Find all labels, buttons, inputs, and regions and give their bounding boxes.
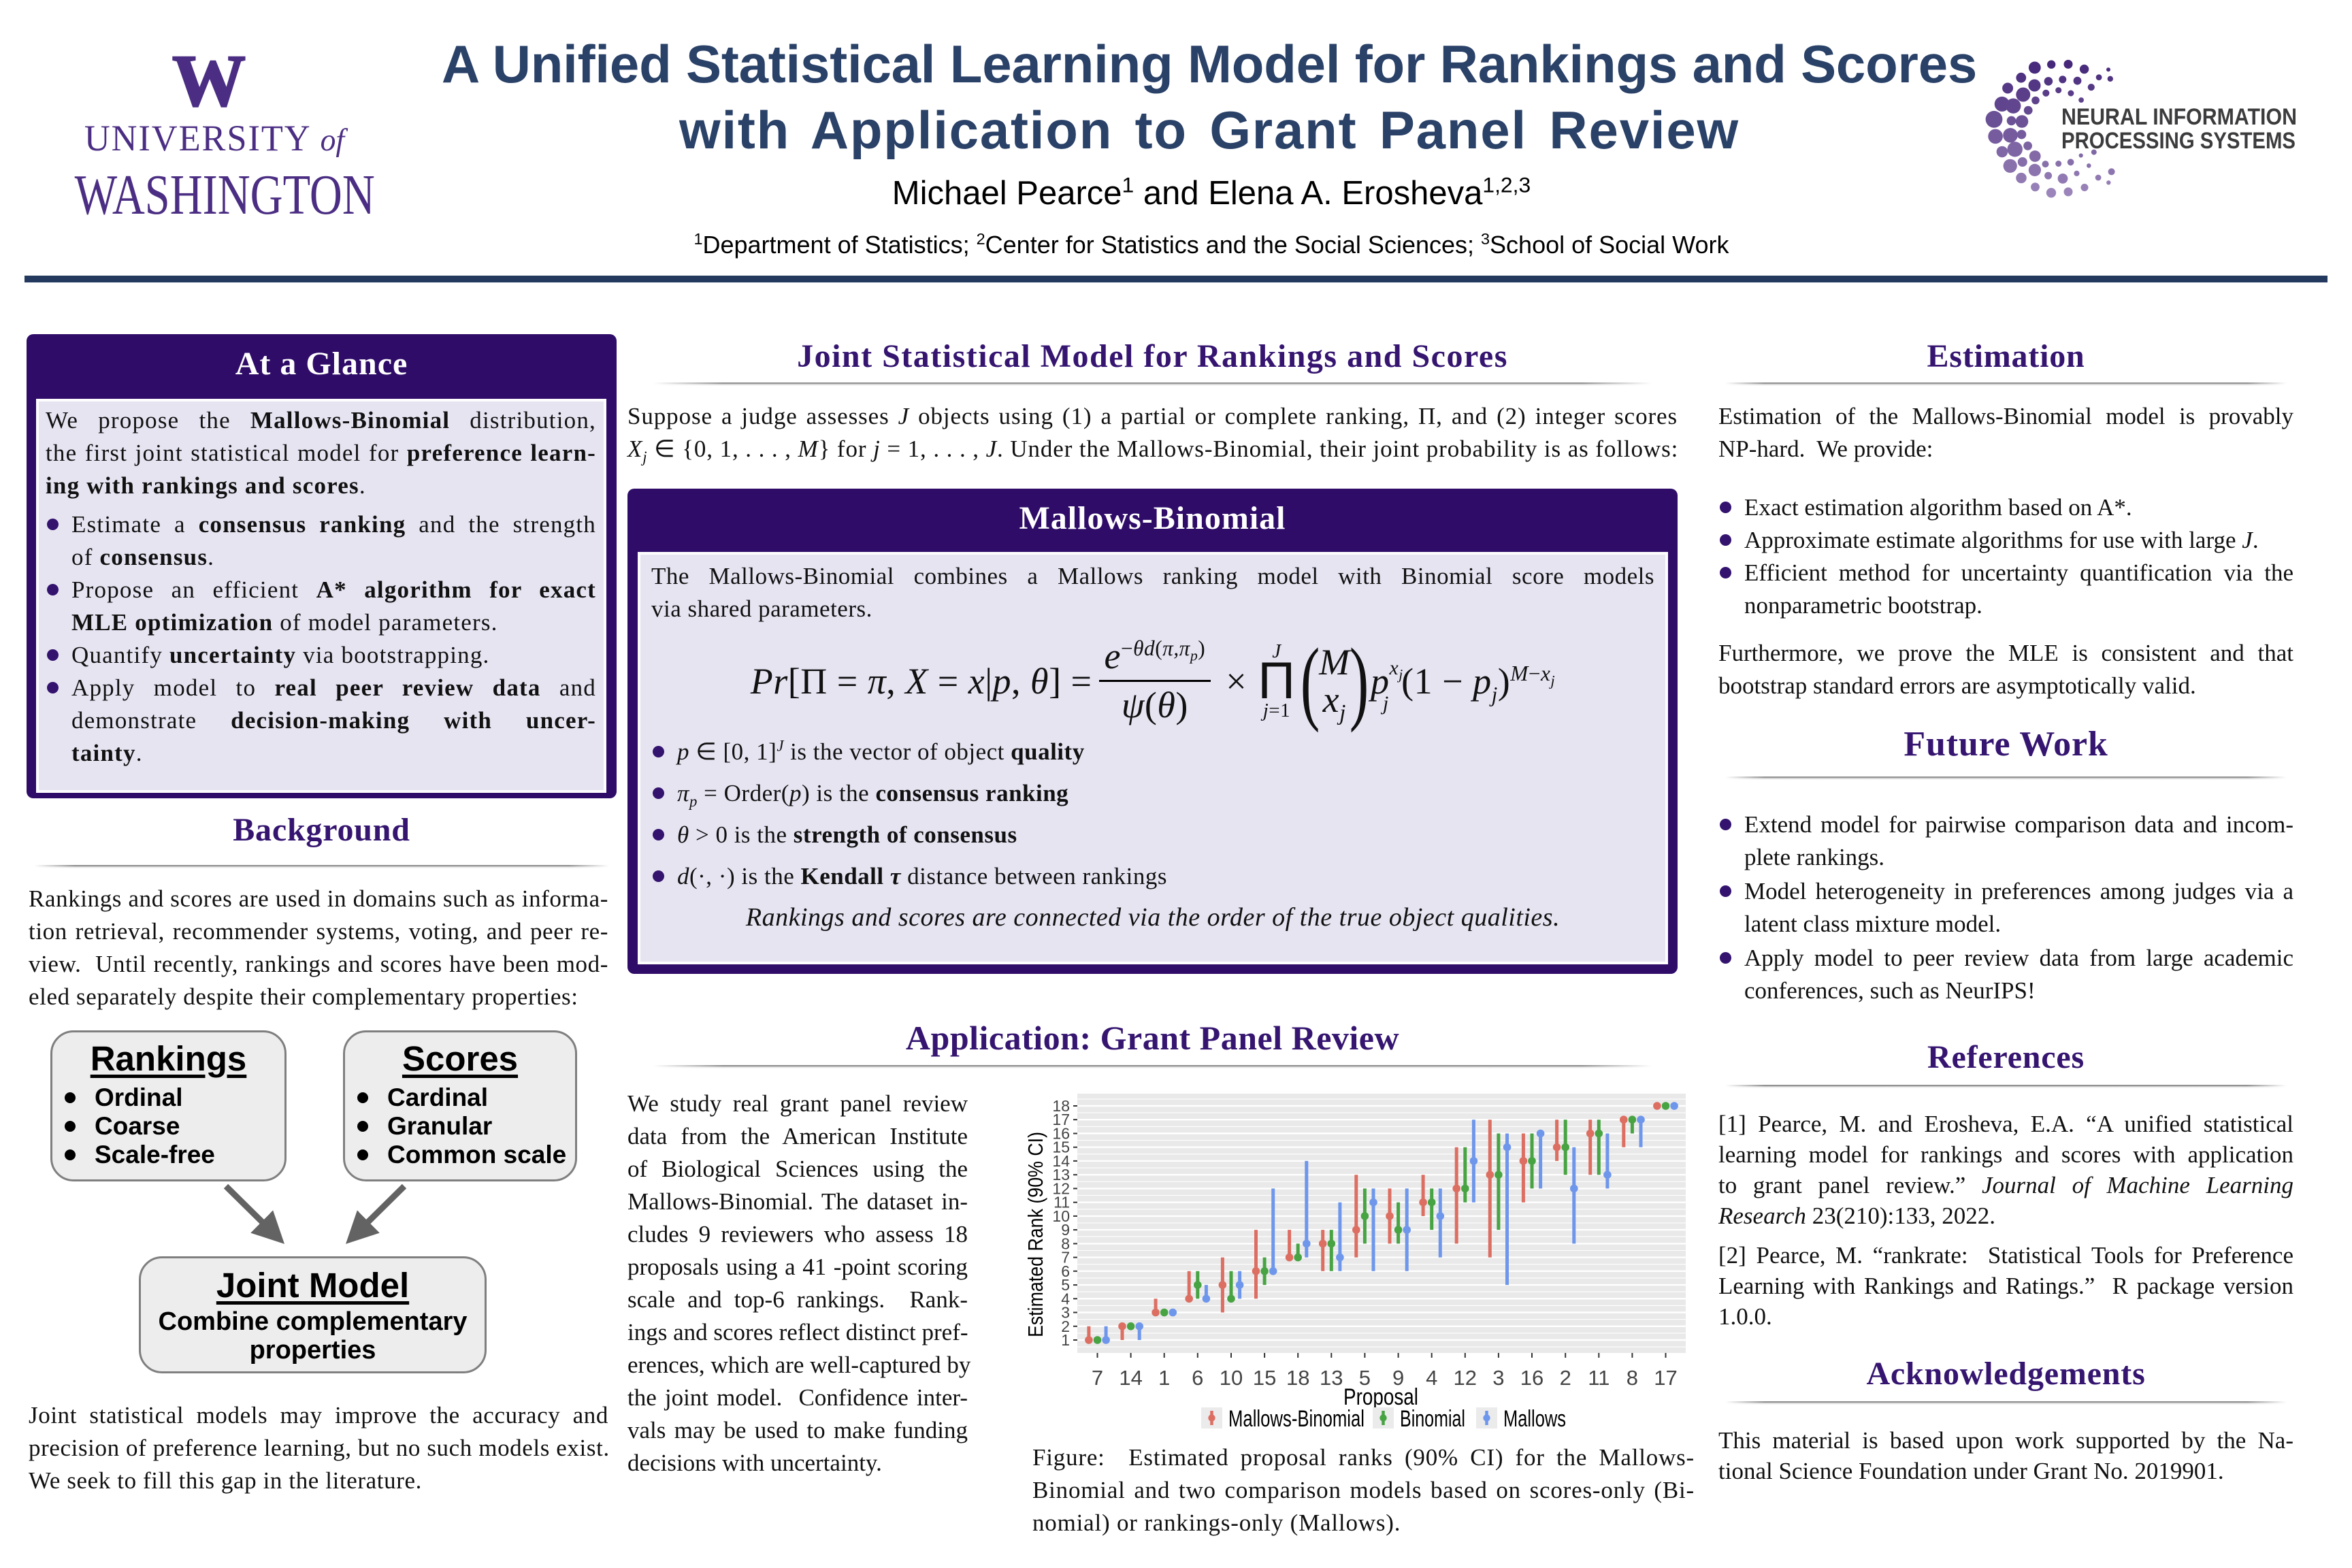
svg-text:17: 17 [1654, 1366, 1677, 1390]
svg-text:3: 3 [1061, 1304, 1070, 1322]
svg-text:14: 14 [1119, 1366, 1142, 1390]
svg-text:6: 6 [1061, 1262, 1070, 1280]
svg-text:5: 5 [1061, 1276, 1070, 1294]
svg-text:1: 1 [1061, 1331, 1070, 1349]
svg-text:12: 12 [1454, 1366, 1477, 1390]
svg-text:7: 7 [1061, 1249, 1070, 1267]
svg-text:11: 11 [1054, 1194, 1070, 1211]
svg-text:Proposal: Proposal [1343, 1384, 1418, 1410]
svg-text:15: 15 [1052, 1139, 1070, 1156]
svg-text:8: 8 [1061, 1235, 1070, 1252]
svg-text:12: 12 [1052, 1179, 1070, 1197]
svg-text:10: 10 [1220, 1366, 1243, 1390]
svg-text:2: 2 [1560, 1366, 1571, 1390]
svg-text:4: 4 [1426, 1366, 1437, 1390]
svg-text:3: 3 [1492, 1366, 1504, 1390]
svg-text:18: 18 [1052, 1097, 1070, 1115]
svg-text:6: 6 [1192, 1366, 1203, 1390]
svg-text:13: 13 [1320, 1366, 1343, 1390]
svg-text:5: 5 [1359, 1366, 1371, 1390]
svg-text:Mallows-Binomial: Mallows-Binomial [1228, 1406, 1365, 1432]
svg-text:PROCESSING SYSTEMS: PROCESSING SYSTEMS [2061, 128, 2296, 154]
svg-text:18: 18 [1286, 1366, 1309, 1390]
svg-text:8: 8 [1627, 1366, 1638, 1390]
svg-text:4: 4 [1061, 1290, 1070, 1307]
svg-text:15: 15 [1253, 1366, 1276, 1390]
svg-text:NEURAL INFORMATION: NEURAL INFORMATION [2061, 104, 2297, 130]
svg-text:7: 7 [1092, 1366, 1103, 1390]
svg-text:13: 13 [1052, 1166, 1070, 1183]
svg-text:1: 1 [1158, 1366, 1170, 1390]
svg-text:Estimated Rank (90% CI): Estimated Rank (90% CI) [1024, 1132, 1047, 1337]
svg-text:17: 17 [1052, 1111, 1070, 1128]
svg-text:2: 2 [1061, 1318, 1070, 1335]
svg-text:14: 14 [1052, 1152, 1070, 1170]
svg-text:9: 9 [1392, 1366, 1404, 1390]
svg-text:11: 11 [1588, 1366, 1610, 1390]
svg-text:9: 9 [1061, 1221, 1070, 1239]
svg-text:16: 16 [1520, 1366, 1544, 1390]
svg-text:16: 16 [1052, 1125, 1070, 1143]
svg-text:Mallows: Mallows [1503, 1406, 1566, 1432]
svg-text:Binomial: Binomial [1400, 1406, 1465, 1432]
svg-text:10: 10 [1052, 1207, 1070, 1225]
